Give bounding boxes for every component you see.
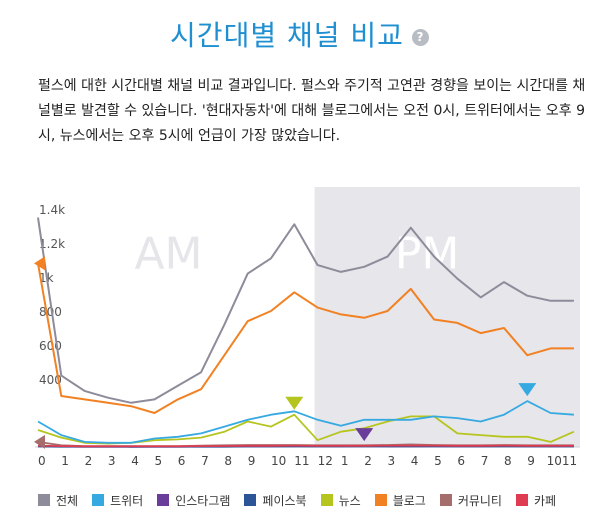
x-tick-label: 7: [201, 454, 209, 468]
y-tick-label: 1.2k: [39, 237, 65, 251]
x-tick-label: 1: [341, 454, 349, 468]
legend-label: 트위터: [110, 493, 144, 508]
legend-item[interactable]: 페이스북: [244, 490, 307, 510]
peak-marker-블로그: [34, 256, 45, 271]
series-line-트위터: [37, 400, 574, 444]
page-title: 시간대별 채널 비교?: [0, 14, 599, 54]
y-tick-label: 800: [39, 305, 62, 319]
x-tick-label: 8: [504, 454, 512, 468]
legend-swatch: [92, 494, 105, 506]
x-tick-label: 12: [318, 454, 333, 468]
legend-item[interactable]: 커뮤니티: [439, 490, 502, 510]
page-title-text: 시간대별 채널 비교: [170, 19, 404, 52]
legend-item[interactable]: 카페: [515, 490, 557, 510]
legend-swatch: [374, 494, 387, 506]
legend-label: 뉴스: [338, 493, 361, 508]
legend-label: 블로그: [392, 493, 426, 508]
x-tick-label: 6: [457, 454, 465, 468]
peak-marker-트위터: [518, 383, 537, 397]
x-tick-label: 11: [294, 454, 309, 468]
legend-label: 카페: [533, 493, 557, 508]
peak-marker-인스타그램: [355, 428, 374, 442]
x-tick-label: 0: [38, 454, 46, 468]
legend-swatch: [244, 494, 257, 506]
am-label: AM: [134, 229, 202, 280]
legend-swatch: [515, 494, 528, 506]
x-tick-label: 3: [108, 454, 116, 468]
legend-swatch: [157, 494, 170, 506]
x-tick-label: 10: [271, 454, 286, 468]
y-tick-label: 1.4k: [39, 203, 65, 217]
x-tick-label: 5: [434, 454, 442, 468]
question-circle-icon[interactable]: ?: [411, 28, 429, 46]
x-tick-label: 4: [411, 454, 419, 468]
legend-swatch: [439, 494, 452, 506]
x-tick-label: 3: [388, 454, 396, 468]
x-tick-label: 9: [248, 454, 256, 468]
legend-label: 전체: [56, 493, 79, 508]
peak-marker-커뮤니티: [34, 434, 45, 449]
series-line-전체: [37, 217, 574, 404]
legend-label: 페이스북: [262, 493, 307, 508]
description-text: 펄스에 대한 시간대별 채널 비교 결과입니다. 펄스와 주기적 고연관 경향을…: [38, 78, 586, 144]
legend-label: 커뮤니티: [457, 493, 502, 508]
x-tick-label: 2: [85, 454, 93, 468]
x-tick-label: 4: [131, 454, 139, 468]
x-tick-label: 7: [481, 454, 489, 468]
x-tick-label: 1: [61, 454, 69, 468]
legend-item[interactable]: 인스타그램: [157, 490, 230, 510]
x-tick-label: 9: [527, 454, 535, 468]
x-tick-label: 8: [224, 454, 232, 468]
x-tick-label: 5: [155, 454, 163, 468]
x-tick-label: 6: [178, 454, 186, 468]
series-line-블로그: [37, 263, 574, 414]
legend-item[interactable]: 뉴스: [320, 490, 361, 510]
peak-marker-뉴스: [285, 396, 304, 410]
x-tick-label: 1011: [547, 454, 578, 468]
legend-label: 인스타그램: [175, 493, 231, 508]
series-line-카페: [37, 444, 574, 448]
legend-item[interactable]: 전체: [38, 490, 78, 510]
y-tick-label: 400: [39, 373, 62, 387]
legend-item[interactable]: 트위터: [92, 490, 143, 510]
legend-swatch: [38, 494, 50, 506]
x-tick-label: 2: [364, 454, 372, 468]
legend-swatch: [320, 494, 333, 506]
legend-item[interactable]: 블로그: [374, 490, 426, 510]
chart-legend: 전체 트위터 인스타그램 페이스북 뉴스 블로그 커뮤니티 카페: [38, 490, 598, 510]
